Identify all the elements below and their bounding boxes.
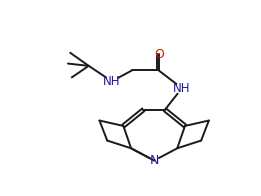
Text: O: O (154, 48, 164, 61)
Text: NH: NH (103, 75, 121, 88)
Text: N: N (150, 154, 159, 167)
Text: NH: NH (173, 82, 191, 95)
